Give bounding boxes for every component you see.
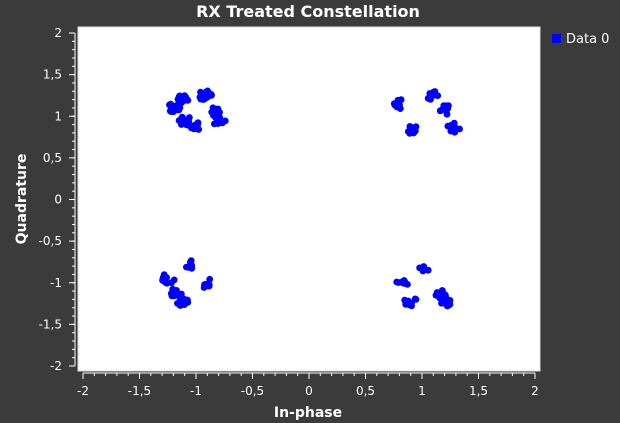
data-point xyxy=(177,298,185,306)
data-point xyxy=(427,95,434,103)
data-point xyxy=(184,296,191,304)
data-point xyxy=(440,102,448,109)
y-tick-label: -1,5 xyxy=(39,317,62,331)
data-point xyxy=(432,291,440,299)
data-point xyxy=(182,93,190,101)
data-point xyxy=(187,124,195,132)
x-tick-label: 1,5 xyxy=(469,384,488,398)
data-point xyxy=(160,271,168,279)
data-point xyxy=(213,118,221,126)
data-point xyxy=(447,121,455,129)
data-point xyxy=(188,265,196,272)
legend[interactable]: Data 0 xyxy=(552,32,609,47)
x-tick-label: 1 xyxy=(418,384,426,398)
x-axis: -2 -1,5 -1 -0,5 0 0,5 1 1,5 2 xyxy=(77,372,539,398)
data-point xyxy=(409,124,417,132)
y-tick-label: 1 xyxy=(54,109,62,123)
data-point xyxy=(436,107,444,115)
data-point xyxy=(443,110,451,118)
x-axis-label: In-phase xyxy=(274,405,342,421)
data-point xyxy=(424,266,432,274)
data-point xyxy=(169,285,177,293)
x-tick-label: 0,5 xyxy=(356,384,375,398)
data-point xyxy=(186,114,193,121)
data-point xyxy=(162,279,170,287)
data-point xyxy=(426,90,434,97)
data-point xyxy=(419,267,427,275)
data-point xyxy=(210,105,217,113)
legend-swatch xyxy=(552,34,561,43)
data-point xyxy=(443,296,451,304)
data-point xyxy=(399,279,407,286)
y-tick-label: 1,5 xyxy=(43,68,62,82)
data-point xyxy=(438,287,446,294)
data-point xyxy=(206,275,214,283)
chart-title: RX Treated Constellation xyxy=(196,2,420,21)
data-point xyxy=(201,281,208,289)
data-point xyxy=(404,297,412,305)
x-tick-label: -2 xyxy=(77,384,89,398)
legend-label: Data 0 xyxy=(566,32,609,47)
x-tick-label: -1 xyxy=(190,384,202,398)
x-tick-label: 2 xyxy=(531,384,539,398)
data-point xyxy=(434,92,442,99)
y-tick-label: -2 xyxy=(50,359,62,373)
data-point xyxy=(456,125,463,133)
y-tick-label: 0,5 xyxy=(43,151,62,165)
data-point xyxy=(406,130,414,137)
data-point xyxy=(176,93,184,101)
scatter-points xyxy=(159,87,463,310)
data-point xyxy=(179,114,187,122)
y-tick-label: 2 xyxy=(54,26,62,40)
data-point xyxy=(412,296,420,303)
x-tick-label: -0,5 xyxy=(241,384,264,398)
data-point xyxy=(175,106,182,114)
data-point xyxy=(199,96,207,103)
y-axis: 2 1,5 1 0,5 0 -0,5 -1 -1,5 -2 xyxy=(39,26,76,373)
data-point xyxy=(438,299,445,307)
data-point xyxy=(447,127,455,135)
y-tick-label: 0 xyxy=(54,193,62,207)
y-tick-label: -1 xyxy=(50,276,62,290)
data-point xyxy=(397,96,405,104)
plot-area xyxy=(77,26,541,372)
y-axis-label: Quadrature xyxy=(14,154,30,245)
data-point xyxy=(207,90,215,98)
data-point xyxy=(166,107,174,115)
x-tick-label: 0 xyxy=(305,384,313,398)
data-point xyxy=(170,276,178,284)
x-tick-label: -1,5 xyxy=(128,384,151,398)
y-tick-label: -0,5 xyxy=(39,234,62,248)
